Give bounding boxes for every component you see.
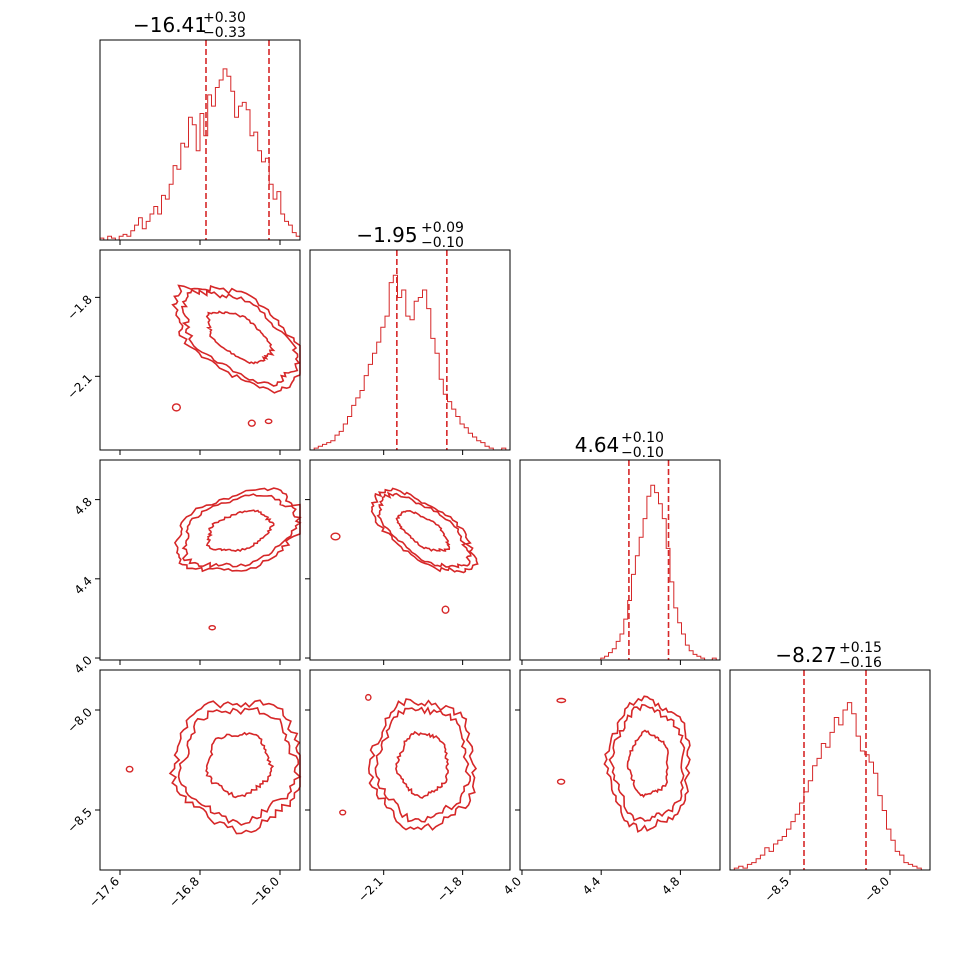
x-tick-label: 4.4	[580, 874, 603, 897]
x-tick-label: −8.5	[762, 874, 793, 905]
title-4-sup: +0.15	[839, 640, 882, 656]
contour-3-1-level-3	[173, 487, 301, 573]
contour-3-1-level-2	[181, 493, 302, 569]
histogram-layer	[99, 40, 930, 871]
panel-4-1	[99, 669, 301, 871]
contour-2-1-level-1	[205, 310, 276, 365]
x-tick-label: −1.8	[434, 874, 465, 905]
title-1-sub: −0.33	[203, 25, 246, 41]
title-3-value: 4.64	[575, 433, 620, 457]
contour-island	[556, 697, 567, 704]
y-tick-label: 4.4	[72, 574, 95, 597]
contour-4-3-level-1	[626, 729, 669, 799]
panel-4-4	[729, 669, 931, 871]
contour-island	[556, 778, 566, 785]
contour-island	[339, 809, 347, 816]
contour-3-1-level-1	[205, 509, 275, 553]
title-2-value: −1.95	[356, 223, 417, 247]
contour-4-3-level-2	[608, 703, 686, 822]
contour-4-1-level-3	[168, 699, 301, 835]
panel-3-3	[519, 459, 721, 661]
contour-island	[364, 693, 372, 701]
title-1-value: −16.41	[133, 13, 207, 37]
panel-4-3	[519, 669, 721, 871]
contour-4-3-level-3	[603, 695, 691, 833]
contour-2-1-level-3	[171, 284, 301, 394]
contour-layer	[125, 284, 691, 835]
x-tick-label: −17.6	[86, 874, 122, 910]
contour-island	[171, 403, 182, 412]
contour-4-1-level-1	[205, 731, 275, 799]
contour-island	[441, 605, 450, 614]
contour-2-1-level-2	[180, 288, 301, 387]
x-tick-label: −16.0	[246, 874, 282, 910]
panel-2-2	[309, 249, 511, 451]
x-tick-label: −2.1	[355, 874, 386, 905]
y-tick-label: 4.0	[72, 653, 95, 676]
contour-island	[330, 532, 341, 541]
x-tick-label: −8.0	[862, 874, 893, 905]
contour-4-2-level-2	[374, 706, 472, 823]
contour-3-2-level-3	[370, 487, 479, 574]
contour-island	[125, 765, 134, 773]
histogram-param-2	[310, 274, 510, 451]
x-tick-label: 4.0	[501, 874, 524, 897]
contour-4-2-level-1	[395, 730, 450, 799]
panel-frames	[99, 39, 931, 871]
title-4-sub: −0.16	[839, 655, 882, 671]
panel-4-2	[309, 669, 511, 871]
title-2-sup: +0.09	[421, 220, 464, 236]
x-tick-label: 4.8	[659, 874, 682, 897]
y-tick-label: −1.8	[64, 292, 95, 323]
contour-3-2-level-2	[376, 491, 472, 569]
title-param-1: −16.41	[133, 13, 207, 37]
contour-island	[264, 418, 273, 425]
title-3-sup: +0.10	[621, 430, 664, 446]
contour-island	[247, 419, 256, 427]
histogram-param-1	[99, 68, 301, 241]
histogram-param-3	[520, 484, 720, 661]
contour-4-2-level-3	[367, 698, 478, 831]
histogram-param-4	[730, 702, 930, 871]
panel-3-2	[309, 459, 511, 661]
title-1-sup: +0.30	[203, 10, 246, 26]
contour-3-2-level-1	[395, 509, 451, 552]
y-tick-label: −2.1	[64, 371, 95, 402]
contour-island	[208, 624, 217, 631]
title-param-2: −1.95	[356, 223, 417, 247]
x-tick-label: −16.8	[166, 874, 202, 910]
title-param-4: −8.27	[775, 643, 836, 667]
title-4-value: −8.27	[775, 643, 836, 667]
contour-4-1-level-2	[177, 706, 302, 826]
title-3-sub: −0.10	[621, 445, 664, 461]
tick-layer: −2.1 −1.8 4.0 4.4 4.8 −17.6 −16.8 −16.0 −8.5 −8.0…	[64, 240, 892, 910]
y-tick-label: 4.8	[72, 495, 95, 518]
title-2-sub: −0.10	[421, 235, 464, 251]
y-tick-label: −8.5	[64, 805, 95, 836]
title-param-3: 4.64	[575, 433, 620, 457]
y-tick-label: −8.0	[64, 705, 95, 736]
